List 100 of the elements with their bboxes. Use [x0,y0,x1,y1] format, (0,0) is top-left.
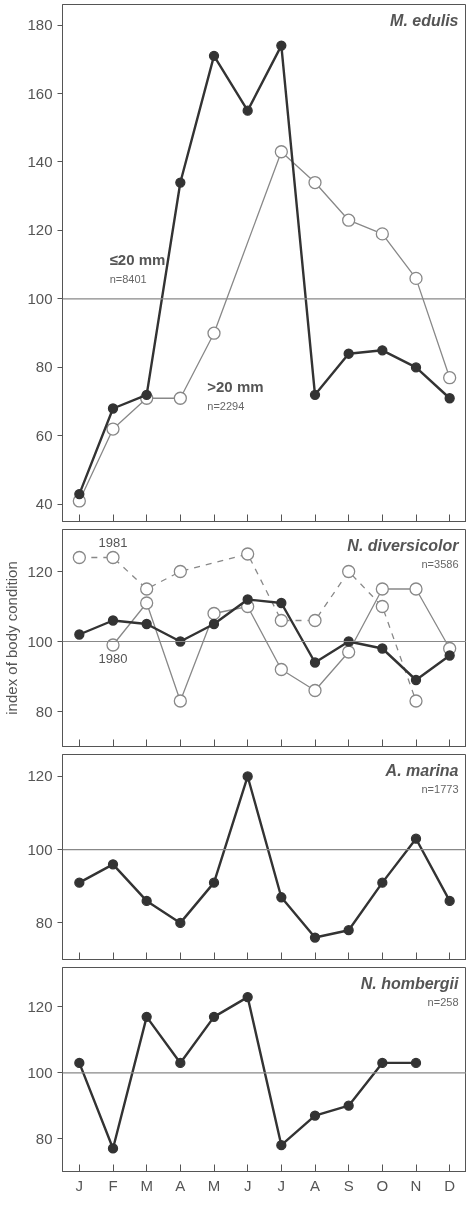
point [242,105,253,116]
x-tick-label: D [444,1176,456,1194]
y-tick-label: 180 [27,16,53,34]
y-tick-label: 100 [27,289,53,307]
point [410,833,422,844]
point [444,393,455,404]
chart-title: A. marina [384,761,459,779]
point [175,917,186,929]
x-tick-label: N [410,1176,422,1194]
point [375,599,389,614]
y-tick-label: 100 [27,632,53,650]
x-tick-label: F [108,1176,118,1194]
point [309,932,321,943]
point [309,389,321,400]
point [241,547,255,561]
series-label: 1980 [98,650,128,666]
series-label: >20 mm [207,377,264,395]
x-tick-label: M [140,1176,153,1194]
x-tick-label: S [343,1176,354,1194]
point [106,550,120,565]
point [342,564,356,579]
x-tick-label: J [243,1176,252,1194]
point [410,674,422,686]
x-tick-label: M [207,1176,221,1194]
point [173,564,187,579]
y-tick-label: 40 [35,495,53,513]
point [208,618,220,630]
point [444,650,455,661]
point [208,877,220,888]
point [141,1011,152,1022]
point [343,348,354,359]
y-tick-label: 80 [35,1129,53,1147]
point [343,925,354,936]
point [274,613,288,628]
x-tick-label: O [376,1176,389,1194]
point [444,895,455,907]
point [409,694,423,708]
point [309,657,321,668]
point [409,582,423,596]
x-tick-label: A [175,1176,186,1194]
annotation: n=258 [427,995,459,1008]
x-tick-label: A [310,1176,321,1194]
point [308,175,322,190]
point [175,1057,186,1069]
point [107,859,119,870]
point [173,694,187,708]
point [140,582,154,596]
point [72,550,86,565]
point [208,1011,220,1022]
point [242,991,253,1003]
point [141,895,152,907]
series-label: ≤20 mm [109,251,166,269]
point [74,488,85,500]
point [308,613,322,628]
point [342,645,356,659]
point [409,271,423,286]
point [107,403,119,414]
y-tick-label: 80 [35,358,53,376]
y-tick-label: 120 [27,562,53,580]
point [377,345,388,356]
point [375,227,389,241]
point [242,771,253,782]
point [343,1100,354,1111]
x-tick-label: J [75,1176,84,1194]
point [107,1143,119,1154]
chart-title: N. diversicolor [347,536,460,554]
point [276,597,287,609]
point [175,177,186,188]
y-tick-label: 140 [27,153,53,170]
point [276,40,287,51]
annotation: n=2294 [207,399,245,412]
point [207,326,221,340]
point [308,683,322,698]
point [141,618,152,630]
point [342,213,356,227]
y-tick-label: 120 [27,767,53,785]
y-tick-label: 100 [27,840,53,858]
point [242,594,253,605]
text: N. hombergii [360,974,460,992]
point [377,877,388,888]
y-tick-label: 80 [35,702,53,720]
point [410,1057,422,1069]
annotation: n=1773 [421,782,459,795]
y-tick-label: 60 [35,426,53,444]
point [309,1110,321,1121]
point [141,389,152,400]
chart-title: M. edulis [390,11,459,29]
annotation: n=8401 [109,273,147,286]
point [377,643,388,654]
y-axis-title: index of body condition [3,561,21,715]
y-tick-label: 120 [27,997,53,1015]
point [140,596,154,610]
point [276,892,287,903]
point [207,606,221,621]
point [74,629,85,640]
y-tick-label: 160 [27,84,53,102]
point [106,422,120,436]
x-tick-label: J [277,1176,286,1194]
point [276,1140,287,1151]
y-tick-label: 100 [27,1063,53,1081]
